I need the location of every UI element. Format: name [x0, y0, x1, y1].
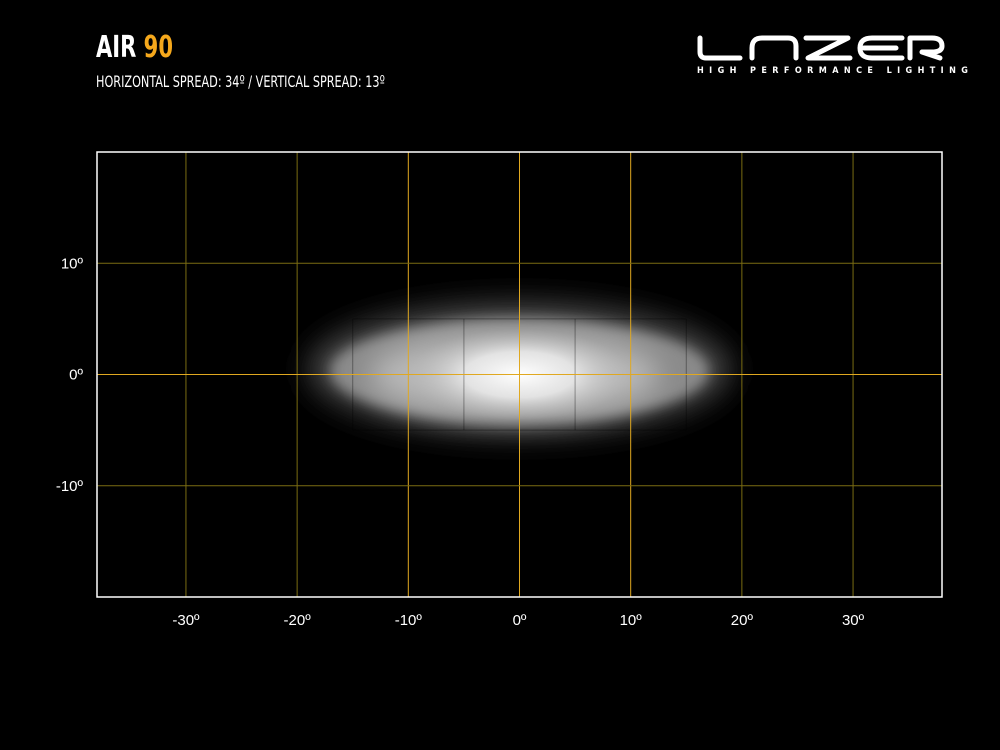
x-tick-label: 20º [731, 612, 754, 629]
logo-tagline: HIGH PERFORMANCE LIGHTING [697, 66, 974, 76]
tick-labels: -30º -20º -10º 0º 10º 20º 30º 10º 0º -10º [56, 255, 865, 629]
x-tick-label: -30º [172, 612, 200, 629]
y-tick-label: 10º [61, 255, 84, 272]
spread-subtitle: HORIZONTAL SPREAD: 34º / VERTICAL SPREAD… [96, 72, 385, 91]
grid [97, 152, 942, 597]
x-tick-label: -20º [284, 612, 312, 629]
plot-frame [96, 151, 943, 598]
y-tick-label: -10º [56, 478, 84, 495]
lazer-logo [697, 35, 945, 61]
x-tick-label: -10º [395, 612, 423, 629]
y-tick-label: 0º [69, 367, 83, 384]
page-title: AIR 90 [96, 30, 173, 65]
title-prefix: AIR [96, 30, 137, 65]
x-tick-label: 30º [842, 612, 865, 629]
x-tick-label: 0º [513, 612, 527, 629]
title-model: 90 [143, 30, 173, 65]
x-tick-label: 10º [620, 612, 643, 629]
